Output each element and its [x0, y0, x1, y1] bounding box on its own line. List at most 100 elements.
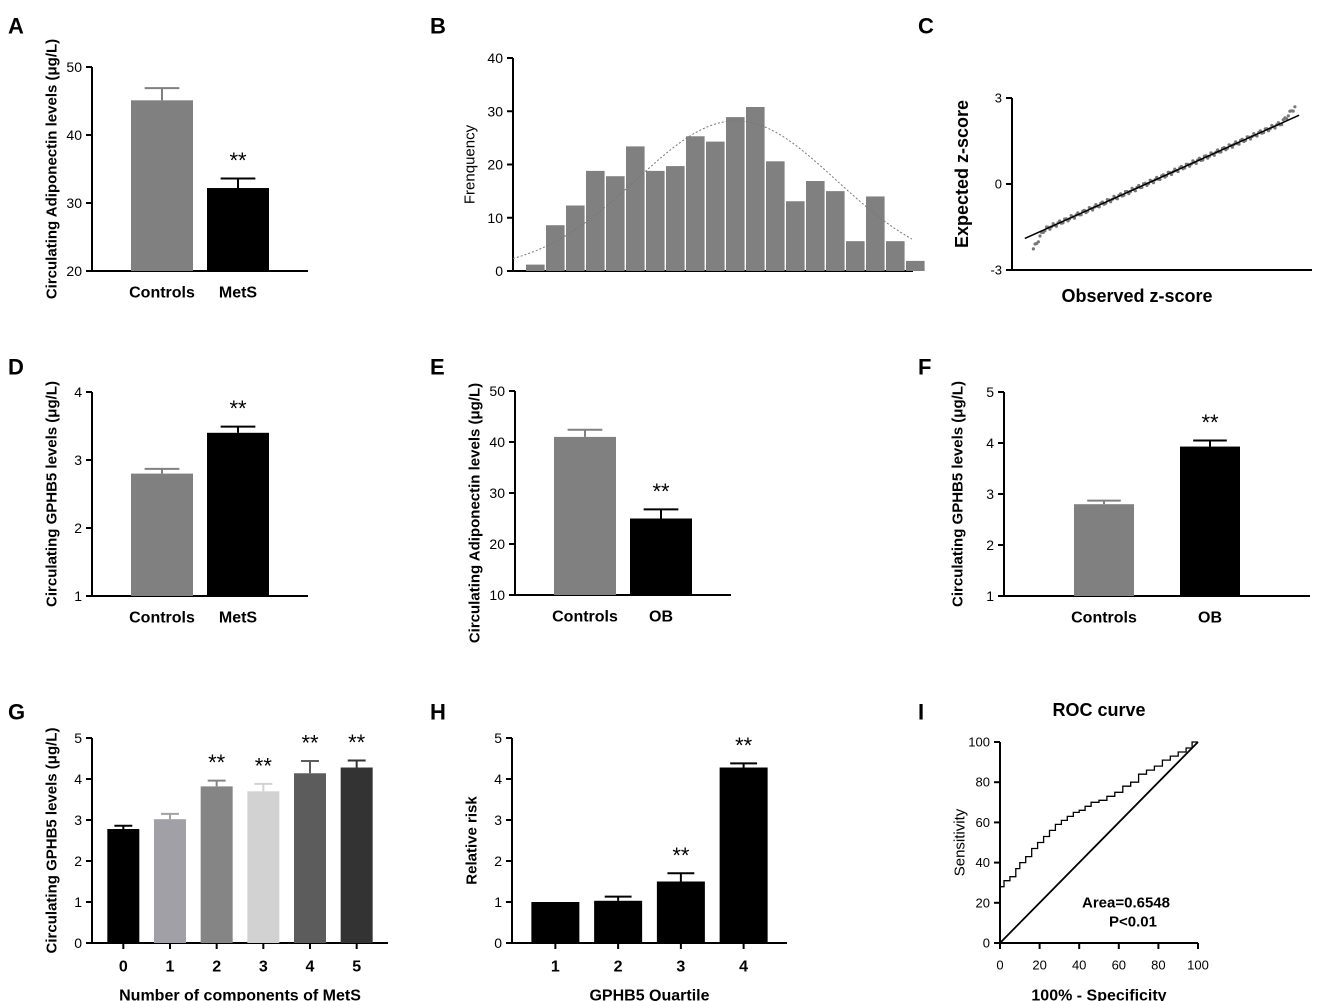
category-label: OB: [649, 609, 673, 626]
panel-i: I 0 20 40 60 80 100 0 20 40 60 80 100 ROC curve Area=0…: [918, 700, 1209, 1001]
bar-MetS: [207, 188, 269, 271]
bar-MetS: [207, 432, 269, 596]
histogram-bar: [766, 161, 785, 271]
bar-Controls: [131, 473, 193, 596]
y-axis-label: Expected z-score: [952, 100, 972, 248]
panel-a: A 20 30 40 50 Controls MetS ** Circulating Adipo…: [8, 14, 308, 302]
qq-point: [1293, 105, 1297, 109]
panel-label: F: [918, 355, 931, 380]
category-label: MetS: [219, 610, 258, 627]
category-label: Controls: [129, 285, 195, 302]
y-tick-label: 3: [74, 452, 82, 468]
significance-marker: **: [735, 733, 753, 758]
panel-e: E 10 20 30 40 50 Controls OB ** Circulating Adipo…: [430, 355, 731, 643]
panel-f: F 1 2 3 4 5 Controls OB ** Circulating GPHB5 leve…: [918, 355, 1310, 627]
bar-Controls: [554, 436, 616, 595]
x-tick-label: 100: [1187, 958, 1209, 973]
histogram-bar: [526, 264, 545, 271]
x-tick-label: 60: [1112, 958, 1126, 973]
bar-5: [340, 767, 373, 943]
y-tick-label: 1: [494, 894, 502, 910]
panel-c: C -3 0 3 Expected z-score Observed z-score: [918, 14, 1312, 306]
bar-1: [531, 902, 580, 943]
significance-marker: **: [229, 396, 247, 421]
y-tick-label: 3: [494, 812, 502, 828]
panel-label: B: [430, 14, 446, 39]
normal-curve: [512, 120, 913, 259]
significance-marker: **: [1201, 410, 1219, 435]
x-tick-label: 40: [1072, 958, 1086, 973]
bar-0: [107, 829, 140, 943]
qq-point: [1038, 234, 1042, 238]
bar-1: [154, 819, 186, 943]
category-label: MetS: [219, 285, 258, 302]
category-label: 3: [259, 959, 268, 976]
y-tick-label: 20: [976, 895, 990, 910]
histogram-bar: [846, 241, 865, 271]
y-tick-label: 40: [487, 50, 503, 66]
histogram-bar: [826, 191, 845, 271]
panel-label: A: [8, 14, 24, 39]
y-tick-label: 1: [74, 894, 82, 910]
significance-marker: **: [229, 148, 247, 173]
y-tick-label: 5: [986, 384, 994, 400]
histogram-bar: [606, 176, 625, 271]
category-label: OB: [1198, 610, 1222, 627]
y-tick-label: 10: [489, 587, 505, 603]
significance-marker: **: [208, 750, 226, 775]
bar-2: [200, 786, 233, 943]
y-tick-label: 2: [494, 853, 502, 869]
panel-label: I: [918, 700, 924, 725]
y-tick-label: 4: [74, 771, 82, 787]
y-tick-label: 30: [66, 195, 82, 211]
histogram-bar: [806, 181, 825, 271]
category-label: 1: [551, 959, 560, 976]
y-axis-label: Frenquency: [462, 124, 479, 204]
y-tick-label: -3: [990, 263, 1002, 278]
panel-label: H: [430, 700, 446, 725]
x-axis-label: 100% - Specificity: [1031, 988, 1166, 1001]
y-tick-label: 3: [74, 812, 82, 828]
category-label: 1: [166, 959, 175, 976]
y-tick-label: 30: [487, 103, 503, 119]
y-tick-label: 50: [489, 383, 505, 399]
y-tick-label: 50: [66, 59, 82, 75]
y-tick-label: 0: [74, 935, 82, 951]
histogram-bar: [746, 106, 765, 272]
qq-point: [1230, 145, 1234, 149]
histogram-bar: [646, 170, 665, 271]
y-tick-label: 1: [986, 588, 994, 604]
y-tick-label: 100: [968, 735, 990, 750]
y-tick-label: 30: [489, 485, 505, 501]
significance-marker: **: [652, 479, 670, 504]
significance-marker: **: [255, 753, 273, 778]
y-tick-label: 20: [66, 263, 82, 279]
panel-label: G: [8, 700, 25, 725]
y-axis-label: Sensitivity: [952, 808, 969, 876]
reference-diagonal: [999, 741, 1199, 944]
histogram-bar: [786, 201, 805, 271]
panel-g: G 0 1 2 3 4 5 0 1 2 ** 3 ** 4 ** 5 ** Circulating GPHB5 l…: [8, 700, 388, 1001]
y-axis-label: Circulating GPHB5 levels (μg/L): [44, 728, 61, 954]
panel-b: B 0 10 20 30 40 Frenquency: [430, 14, 925, 279]
y-tick-label: 0: [983, 936, 990, 951]
category-label: Controls: [129, 610, 195, 627]
x-axis-label: Number of components of MetS: [119, 988, 361, 1001]
category-label: 2: [614, 959, 623, 976]
bar-Controls: [131, 100, 193, 271]
annotation-p: P<0.01: [1109, 914, 1157, 931]
histogram-bar: [906, 260, 925, 271]
y-tick-label: 2: [74, 520, 82, 536]
bar-3: [656, 881, 705, 943]
bar-Controls: [1074, 504, 1134, 596]
bar-OB: [630, 518, 692, 595]
y-tick-label: 5: [74, 730, 82, 746]
y-axis-label: Circulating Adiponectin levels (μg/L): [467, 383, 484, 643]
qq-point: [1286, 114, 1290, 118]
y-tick-label: 40: [66, 127, 82, 143]
qq-point: [1291, 109, 1295, 113]
y-tick-label: 0: [494, 935, 502, 951]
category-label: 4: [306, 959, 315, 976]
x-tick-label: 0: [996, 958, 1003, 973]
y-tick-label: 2: [74, 853, 82, 869]
